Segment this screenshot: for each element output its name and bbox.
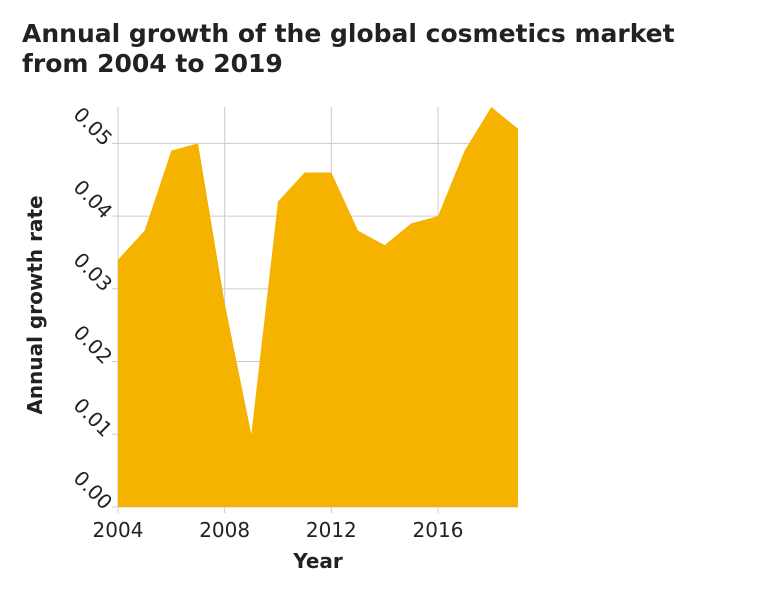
x-tick-label: 2012 [306,518,357,542]
y-tick-label: 0.01 [69,393,117,441]
y-axis-label: Annual growth rate [23,195,47,414]
x-tick-label: 2008 [199,518,250,542]
x-axis-label: Year [292,549,343,573]
x-tick-label: 2016 [413,518,464,542]
y-tick-label: 0.04 [69,175,117,223]
x-tick-label: 2004 [93,518,144,542]
y-tick-label: 0.00 [69,466,117,514]
y-tick-label: 0.03 [69,248,117,296]
area [118,107,518,507]
y-tick-label: 0.02 [69,320,117,368]
y-tick-label: 0.05 [69,102,117,150]
chart-title: Annual growth of the global cosmetics ma… [22,19,675,78]
